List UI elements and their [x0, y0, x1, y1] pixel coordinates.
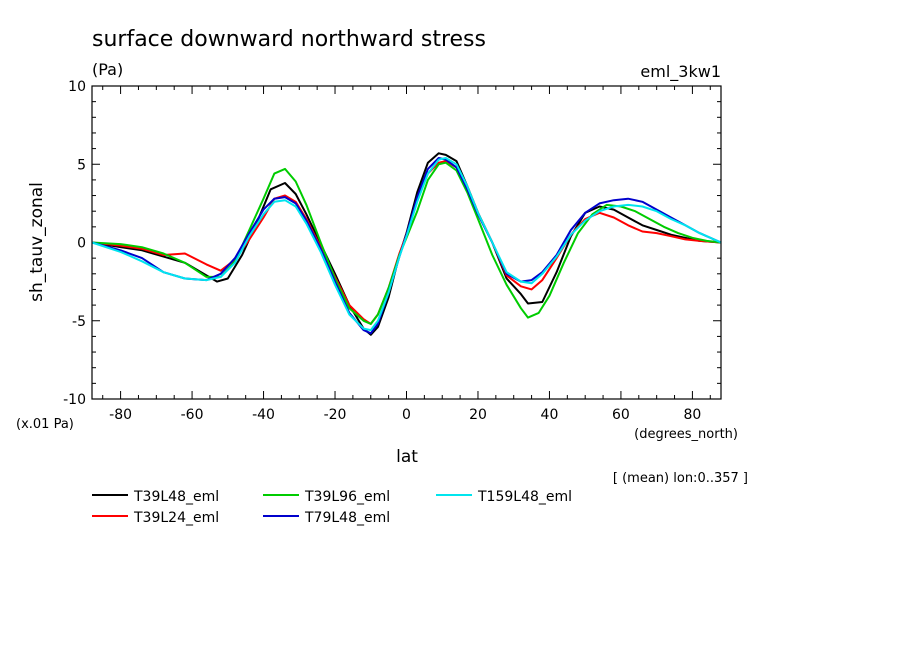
x-tick-label: -20 — [324, 407, 347, 423]
run-label: eml_3kw1 — [640, 62, 721, 82]
averaging-note: [ (mean) lon:0..357 ] — [613, 471, 748, 486]
x-tick-label: 20 — [469, 407, 487, 423]
chart-title: surface downward northward stress — [92, 27, 486, 52]
legend-label: T79L48_eml — [304, 510, 390, 526]
series-line-T39L48_eml — [91, 152, 722, 336]
legend-label: T159L48_eml — [477, 489, 572, 505]
y-tick-label: -10 — [63, 392, 86, 408]
legend-label: T39L96_eml — [304, 489, 390, 505]
x-axis-ticks: -80 -60 -40 -20 0 20 40 60 80 — [102, 86, 711, 423]
x-tick-label: -40 — [252, 407, 275, 423]
x-axis-label: lat — [396, 447, 418, 467]
x-tick-label: 80 — [683, 407, 701, 423]
chart-units: (Pa) — [92, 60, 123, 79]
legend-label: T39L24_eml — [133, 510, 219, 526]
x-tick-label: -60 — [181, 407, 204, 423]
x-tick-label: 40 — [541, 407, 559, 423]
series-line-T79L48_eml — [91, 157, 722, 335]
series-line-T39L24_eml — [91, 160, 722, 325]
x-tick-label: 60 — [612, 407, 630, 423]
series-line-T159L48_eml — [91, 157, 722, 332]
y-tick-label: 5 — [77, 157, 86, 173]
legend: T39L48_eml T39L24_eml T39L96_eml T79L48_eml… — [92, 489, 572, 526]
y-axis-label: sh_tauv_zonal — [27, 182, 47, 302]
plot-frame — [91, 85, 722, 400]
y-scale-note: (x.01 Pa) — [16, 417, 74, 432]
y-tick-label: 0 — [77, 236, 86, 252]
x-tick-label: -80 — [109, 407, 132, 423]
series-lines — [91, 152, 722, 336]
y-tick-label: -5 — [72, 314, 86, 330]
x-tick-label: 0 — [402, 407, 411, 423]
y-axis-ticks: -10 -5 0 5 10 — [63, 79, 721, 408]
x-units-label: (degrees_north) — [634, 427, 738, 442]
legend-label: T39L48_eml — [133, 489, 219, 505]
series-line-T39L96_eml — [91, 161, 722, 325]
y-tick-label: 10 — [68, 79, 86, 95]
